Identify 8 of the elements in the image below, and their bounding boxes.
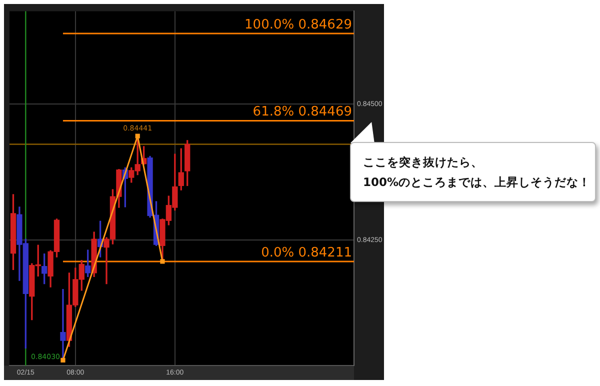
point — [60, 358, 66, 362]
point — [160, 259, 165, 264]
ref-line-label: 61.8% 0.84469 — [252, 104, 352, 120]
ref-line-label: 100.0% 0.84629 — [244, 17, 352, 32]
ref-line-label: 0.0% 0.84211 — [261, 245, 352, 260]
candlestick — [60, 288, 66, 360]
point — [135, 134, 140, 138]
text: ここを突き抜けたら、 100%のところまでは、上昇しそうだな！ — [350, 142, 596, 202]
